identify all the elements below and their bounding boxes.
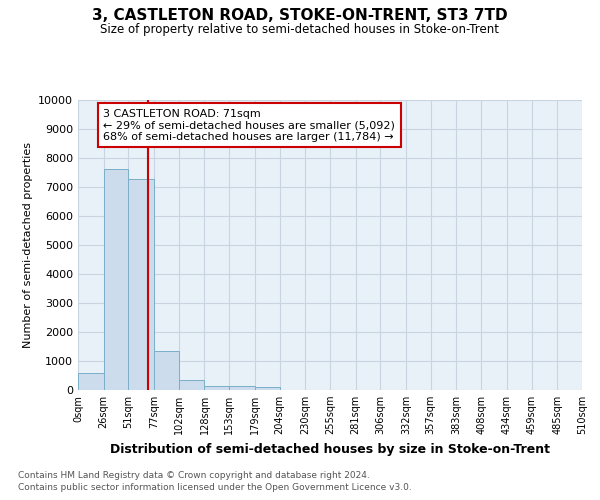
Bar [179,380,205,390]
Text: Distribution of semi-detached houses by size in Stoke-on-Trent: Distribution of semi-detached houses by … [110,442,550,456]
Text: Size of property relative to semi-detached houses in Stoke-on-Trent: Size of property relative to semi-detach… [101,22,499,36]
Text: 3 CASTLETON ROAD: 71sqm
← 29% of semi-detached houses are smaller (5,092)
68% of: 3 CASTLETON ROAD: 71sqm ← 29% of semi-de… [103,108,395,142]
Text: 3, CASTLETON ROAD, STOKE-ON-TRENT, ST3 7TD: 3, CASTLETON ROAD, STOKE-ON-TRENT, ST3 7… [92,8,508,22]
Text: Contains public sector information licensed under the Open Government Licence v3: Contains public sector information licen… [18,483,412,492]
Bar [104,169,128,390]
Text: Contains HM Land Registry data © Crown copyright and database right 2024.: Contains HM Land Registry data © Crown c… [18,470,370,480]
Bar [78,373,104,390]
Bar [229,386,255,390]
Bar [255,388,280,390]
Y-axis label: Number of semi-detached properties: Number of semi-detached properties [23,142,32,348]
Bar [128,179,154,390]
Bar [154,351,179,390]
Bar [205,386,229,390]
